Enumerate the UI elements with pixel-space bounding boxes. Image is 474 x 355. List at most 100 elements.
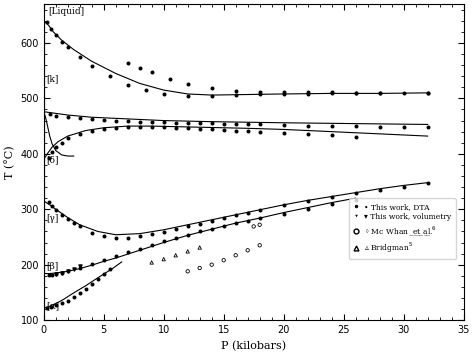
Legend: • This work, DTA, ▾ This work, volumetry, ◦ Mc Whan  ̲e̲t̲ ̲a̲l̲.$^6$, ▵ Bridgma: • This work, DTA, ▾ This work, volumetry…: [349, 198, 456, 260]
Y-axis label: T (°C): T (°C): [4, 145, 15, 179]
Point: [232, 213, 239, 218]
Point: [100, 117, 108, 123]
X-axis label: P (kilobars): P (kilobars): [221, 340, 286, 351]
Point: [328, 132, 336, 138]
Point: [76, 263, 83, 269]
Point: [106, 73, 113, 79]
Point: [45, 272, 52, 278]
Point: [44, 20, 51, 25]
Point: [220, 121, 228, 127]
Point: [250, 224, 257, 229]
Point: [244, 122, 252, 127]
Point: [208, 226, 216, 231]
Point: [58, 39, 65, 45]
Point: [112, 253, 119, 259]
Point: [142, 87, 149, 92]
Point: [196, 120, 203, 126]
Point: [232, 121, 239, 127]
Point: [160, 229, 167, 235]
Point: [64, 45, 72, 50]
Point: [184, 248, 191, 254]
Text: [γ]: [γ]: [47, 214, 59, 223]
Text: [β]: [β]: [47, 262, 59, 271]
Point: [136, 65, 144, 71]
Point: [160, 91, 167, 97]
Point: [232, 92, 239, 97]
Point: [160, 119, 167, 125]
Point: [256, 242, 264, 248]
Point: [280, 211, 287, 217]
Point: [376, 124, 383, 130]
Point: [304, 123, 311, 129]
Point: [280, 122, 287, 128]
Point: [64, 298, 72, 304]
Point: [352, 90, 359, 96]
Point: [208, 86, 216, 91]
Point: [124, 61, 131, 66]
Point: [47, 304, 55, 310]
Point: [352, 91, 359, 96]
Text: [k]: [k]: [47, 75, 59, 83]
Point: [48, 272, 56, 278]
Point: [46, 111, 54, 117]
Point: [232, 220, 239, 226]
Point: [196, 221, 203, 226]
Point: [256, 222, 264, 228]
Point: [424, 90, 431, 96]
Point: [400, 124, 408, 130]
Point: [88, 64, 95, 69]
Point: [172, 226, 180, 232]
Point: [304, 198, 311, 204]
Point: [58, 140, 65, 146]
Point: [58, 270, 65, 276]
Point: [184, 268, 191, 274]
Point: [172, 125, 180, 131]
Point: [256, 208, 264, 213]
Point: [52, 113, 60, 119]
Point: [220, 257, 228, 263]
Point: [82, 286, 90, 292]
Point: [304, 89, 311, 95]
Point: [70, 220, 77, 226]
Point: [148, 119, 155, 125]
Point: [208, 93, 216, 98]
Point: [52, 144, 60, 150]
Text: [α]: [α]: [47, 302, 60, 311]
Point: [64, 268, 72, 274]
Point: [328, 194, 336, 200]
Point: [94, 276, 101, 282]
Point: [196, 265, 203, 271]
Point: [220, 215, 228, 221]
Point: [328, 91, 336, 96]
Point: [196, 229, 203, 234]
Point: [328, 89, 336, 95]
Point: [184, 120, 191, 126]
Point: [148, 242, 155, 248]
Point: [58, 270, 65, 276]
Point: [400, 90, 408, 96]
Point: [136, 124, 144, 130]
Text: [Liquid]: [Liquid]: [48, 7, 84, 16]
Point: [52, 271, 60, 277]
Point: [304, 131, 311, 137]
Point: [280, 89, 287, 94]
Point: [100, 126, 108, 132]
Point: [44, 305, 51, 311]
Point: [136, 246, 144, 251]
Point: [208, 120, 216, 126]
Point: [256, 129, 264, 135]
Point: [112, 125, 119, 131]
Point: [376, 91, 383, 96]
Point: [280, 91, 287, 97]
Point: [124, 118, 131, 124]
Point: [232, 128, 239, 133]
Point: [88, 281, 95, 287]
Point: [45, 199, 52, 205]
Point: [208, 127, 216, 132]
Point: [64, 136, 72, 141]
Point: [148, 260, 155, 265]
Point: [136, 119, 144, 125]
Point: [244, 128, 252, 134]
Point: [76, 265, 83, 271]
Point: [48, 149, 56, 155]
